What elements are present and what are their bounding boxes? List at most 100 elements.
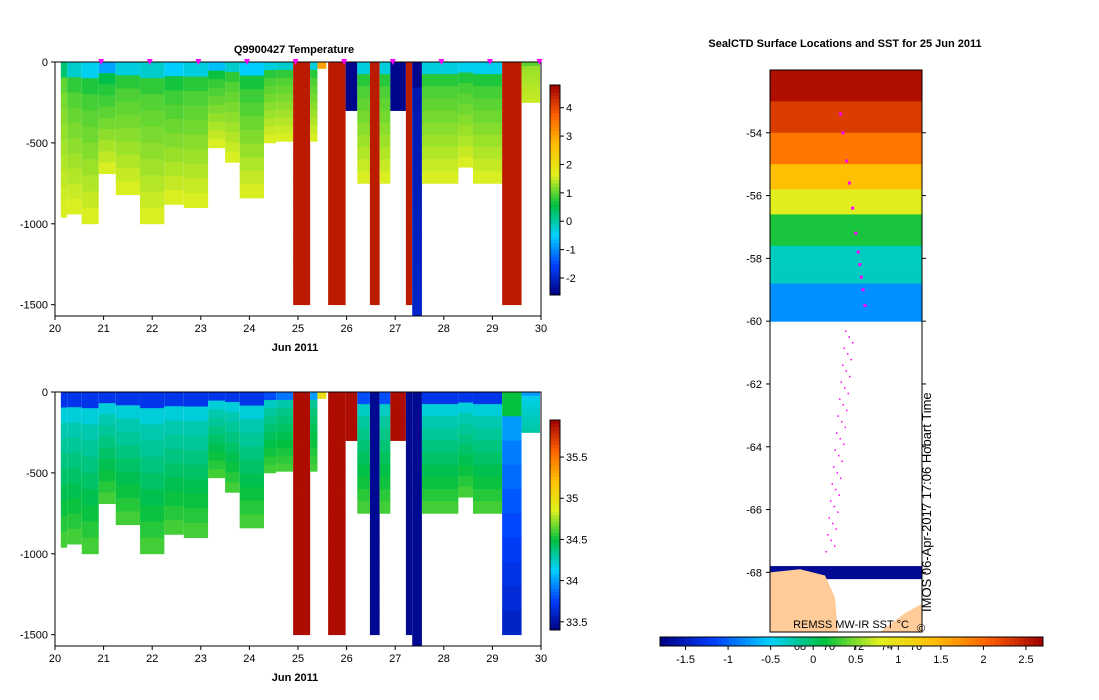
profile-cell: [405, 183, 413, 209]
profile-cell: [379, 416, 391, 429]
profile-cell: [225, 112, 240, 123]
colorbar-step: [1038, 637, 1044, 646]
profile-cell: [390, 66, 406, 73]
map-copyright: ©: [917, 623, 925, 635]
profile-cell: [502, 280, 522, 306]
profile-cell: [67, 498, 82, 515]
colorbar-step: [550, 591, 560, 596]
profile-cell: [60, 124, 68, 141]
profile-cell: [208, 443, 226, 453]
profile-cell: [310, 85, 318, 95]
x-tick-label: 28: [438, 653, 450, 665]
colorbar-step: [712, 637, 718, 646]
colorbar-step: [550, 532, 560, 536]
profile-marker: [292, 59, 299, 65]
profile-cell: [345, 71, 358, 77]
profile-cell: [369, 62, 380, 87]
profile-cell: [115, 88, 141, 103]
profile-cell: [421, 86, 459, 99]
profile-cell: [369, 134, 380, 160]
sst-band: [770, 193, 922, 199]
colorbar-step: [550, 151, 560, 156]
colorbar-step: [942, 637, 948, 646]
sst-band: [770, 302, 922, 310]
profile-cell: [81, 175, 99, 192]
sst-band: [770, 106, 922, 113]
profile-cell: [98, 84, 116, 96]
profile-marker: [195, 59, 202, 65]
colorbar-step: [664, 637, 671, 646]
profile-cell: [472, 464, 503, 478]
colorbar-step: [971, 637, 977, 646]
colorbar-step: [904, 637, 910, 646]
colorbar-step: [550, 588, 560, 592]
profile-cell: [208, 139, 226, 149]
profile-cell: [502, 62, 522, 87]
profile-cell: [164, 448, 184, 464]
profile-cell: [310, 399, 318, 409]
profile-cell: [328, 513, 346, 539]
x-tick-label: 29: [486, 653, 498, 665]
sst-band: [770, 197, 922, 203]
profile-cell: [379, 86, 391, 99]
colorbar-step: [550, 284, 560, 289]
profile-cell: [472, 428, 503, 441]
colorbar-step: [550, 116, 560, 121]
x-tick-label: 25: [292, 653, 304, 665]
profile-cell: [239, 419, 264, 434]
seal-location: [851, 206, 855, 210]
sst-band: [770, 219, 922, 226]
lat-tick-label: -68: [746, 567, 762, 579]
profile-cell: [310, 392, 318, 401]
profile-cell: [239, 514, 264, 529]
profile-cell: [502, 561, 522, 587]
profile-cell: [60, 170, 68, 187]
profile-cell: [208, 426, 226, 436]
colorbar-step: [1033, 637, 1039, 646]
profile-cell: [458, 455, 473, 467]
profile-cell: [345, 421, 358, 427]
profile-cell: [412, 620, 422, 647]
colorbar-step: [770, 637, 776, 646]
profile-cell: [67, 138, 82, 154]
profile-cell: [208, 392, 226, 401]
profile-cell: [225, 432, 240, 443]
profile-cell: [115, 154, 141, 169]
profile-cell: [458, 83, 473, 94]
colorbar-tick-label: 2: [980, 654, 986, 666]
profile-cell: [390, 416, 406, 422]
profile-cell: [405, 440, 413, 466]
colorbar-step: [550, 158, 560, 163]
profile-cell: [458, 434, 473, 445]
profile-marker: [341, 59, 348, 65]
colorbar-step: [798, 637, 805, 646]
profile-cell: [458, 125, 473, 137]
x-tick-label: 24: [243, 653, 255, 665]
profile-cell: [263, 448, 277, 458]
seal-location: [825, 550, 827, 553]
sst-band: [770, 206, 922, 211]
colorbar-step: [550, 197, 560, 201]
colorbar-step: [550, 626, 560, 631]
profile-cell: [369, 110, 380, 136]
colorbar-step: [550, 486, 560, 491]
colorbar-step: [961, 637, 967, 646]
profile-cell: [310, 423, 318, 433]
profile-cell: [458, 423, 473, 435]
profile-cell: [379, 159, 391, 172]
colorbar-step: [865, 637, 872, 646]
profile-cell: [521, 420, 541, 425]
profile-cell: [276, 439, 294, 448]
profile-cell: [310, 455, 318, 464]
profile-cell: [421, 159, 459, 172]
profile-cell: [140, 78, 165, 95]
profile-cell: [390, 105, 406, 111]
profile-cell: [67, 437, 82, 454]
profile-cell: [405, 537, 413, 563]
profile-cell: [263, 78, 277, 87]
colorbar-step: [550, 190, 560, 194]
profile-cell: [115, 498, 141, 512]
colorbar-step: [550, 120, 560, 124]
profile-cell: [502, 86, 522, 111]
profile-cell: [310, 117, 318, 126]
